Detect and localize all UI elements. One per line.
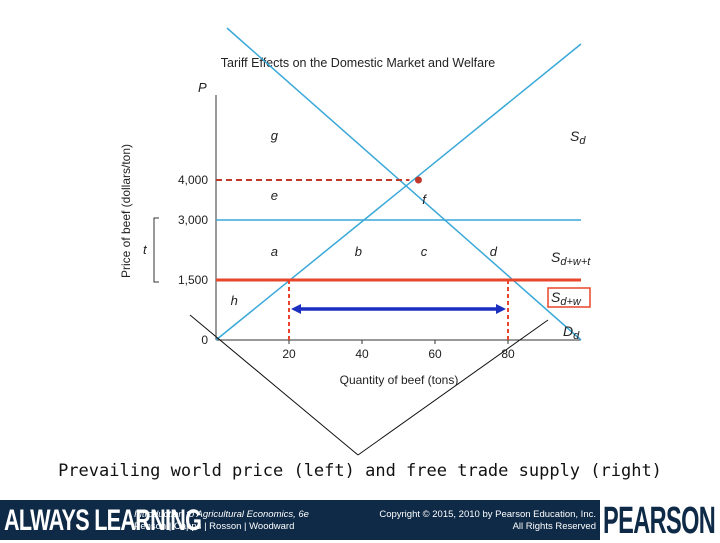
equilibrium-point [414,176,422,184]
area-label-d: d [490,244,498,259]
area-label-g: g [271,128,279,143]
series-line-sd [215,43,582,341]
tariff-label: t [143,242,148,257]
series-label-sd-w: Sd+w [551,289,582,308]
area-label-b: b [355,244,362,259]
area-label-c: c [421,244,428,259]
pearson-logo-text: PEARSON [603,500,716,542]
x-tick-label: 40 [355,347,369,361]
series-label-dd: Dd [563,323,580,342]
chart-title: Tariff Effects on the Domestic Market an… [221,56,495,70]
y-tick-label: 1,500 [178,273,208,287]
always-learning-brand: ALWAYS LEARNING [4,504,202,537]
copyright-text: Copyright © 2015, 2010 by Pearson Educat… [379,509,596,520]
series-label-sd-w-t: Sd+w+t [551,249,591,268]
rights-text: All Rights Reserved [512,521,596,532]
area-label-e: e [271,188,278,203]
series-line-dd [226,27,582,341]
book-info: Introduction to Agricultural Economics, … [134,509,309,533]
area-label-f: f [422,192,427,207]
sd-w-label-box [547,287,591,308]
area-label-a: a [271,244,278,259]
series-label-sd: Sd [570,128,586,147]
x-tick-label: 80 [501,347,515,361]
pointer-line-left [189,314,359,456]
y-tick-label: 0 [201,333,208,347]
y-tick-label: 4,000 [178,173,208,187]
x-tick-label: 60 [428,347,442,361]
book-title: Introduction to Agricultural Economics, … [134,509,309,520]
arrowhead-right [496,304,506,314]
tariff-bracket [153,217,159,283]
plot-area: P 20 40 60 80 0 1,500 3,000 4,000 Sd Dd Sd+w+t Sd+w t… [143,27,591,456]
book-authors: Penson | Capps | Rosson | Woodward [134,521,295,532]
arrowhead-left [291,304,301,314]
pearson-logo: PEARSON [600,500,720,542]
area-label-h: h [231,293,238,308]
caption: Prevailing world price (left) and free t… [58,461,662,481]
y-tick-label: 3,000 [178,213,208,227]
x-axis-label: Quantity of beef (tons) [340,373,459,387]
y-axis-symbol: P [198,80,207,95]
y-axis-label: Price of beef (dollars/ton) [119,144,133,278]
pointer-line-right [357,319,549,456]
x-tick-label: 20 [282,347,296,361]
copyright-info: Copyright © 2015, 2010 by Pearson Educat… [352,509,596,533]
footer-bar: ALWAYS LEARNING Introduction to Agricult… [0,500,720,542]
tariff-chart: Tariff Effects on the Domestic Market an… [119,27,591,456]
